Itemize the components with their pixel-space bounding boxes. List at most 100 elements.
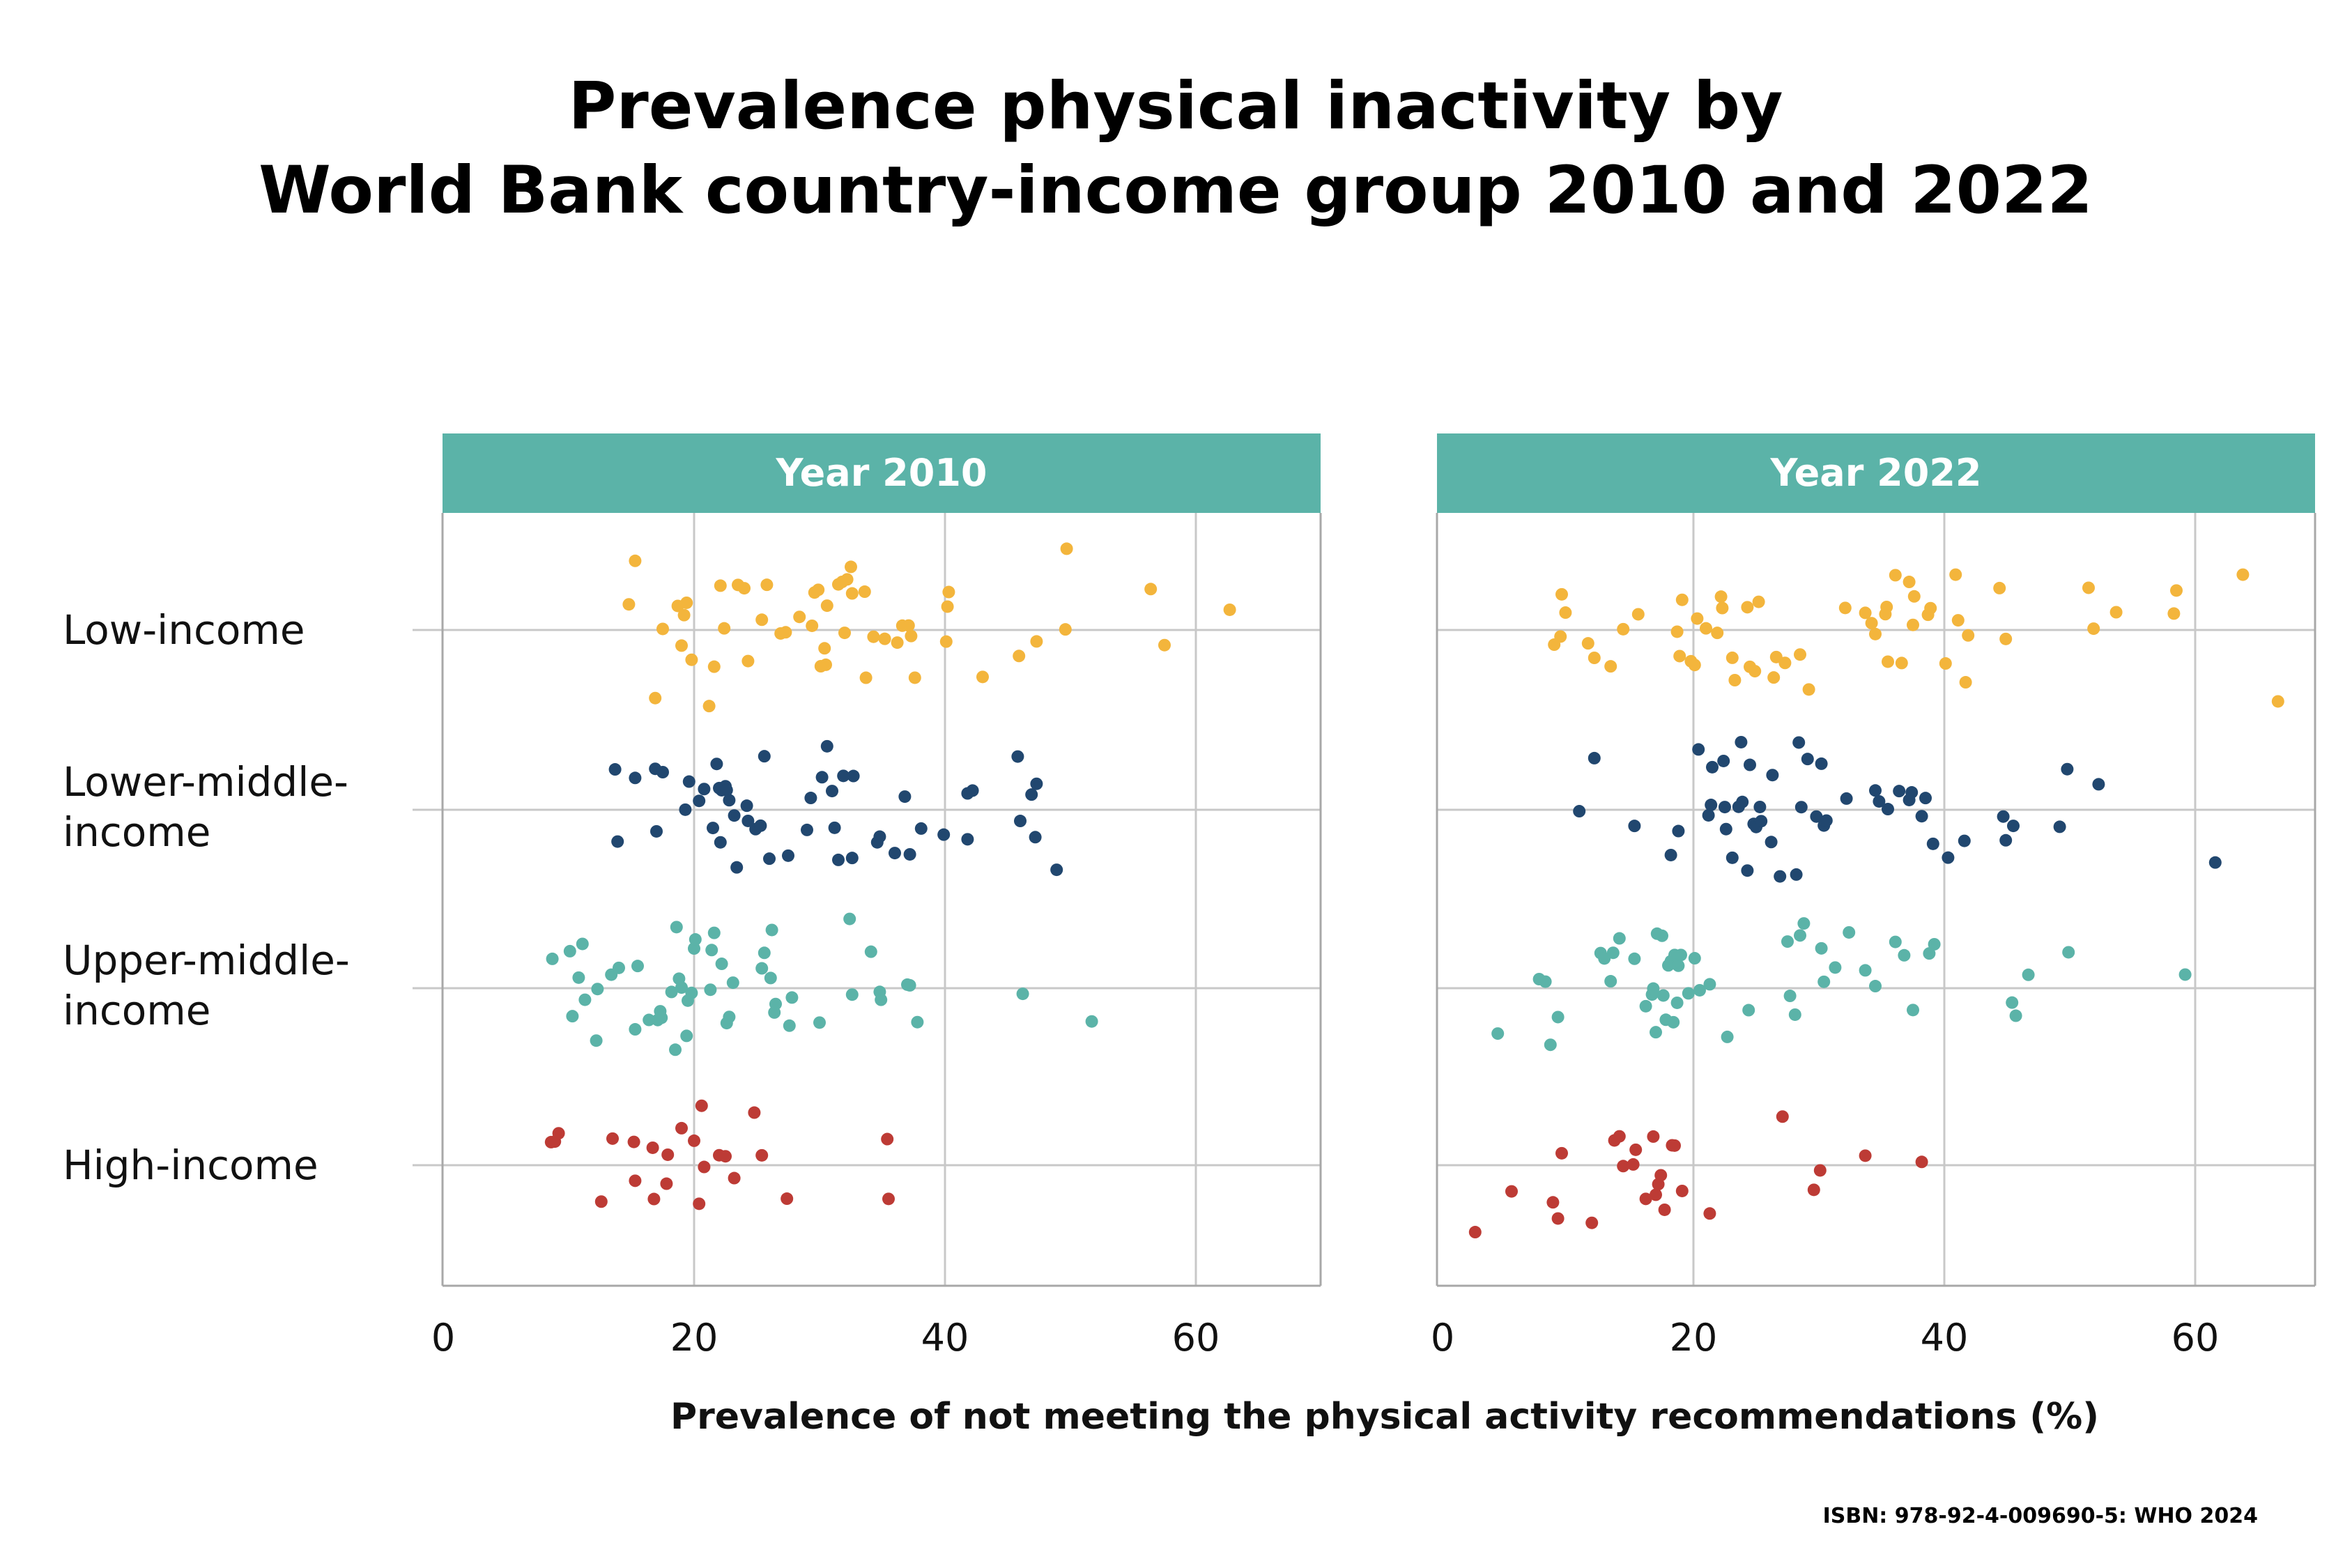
data-point <box>804 792 817 805</box>
data-point <box>1903 576 1916 589</box>
data-point <box>1588 652 1601 665</box>
data-point <box>1604 660 1617 673</box>
data-point <box>2062 946 2075 959</box>
data-point <box>650 824 663 838</box>
data-point <box>1958 834 1971 847</box>
data-point <box>1628 820 1641 833</box>
data-point <box>2092 778 2105 791</box>
data-point <box>1673 650 1686 663</box>
data-point <box>590 1034 603 1047</box>
data-point <box>847 769 860 783</box>
data-point <box>2167 607 2181 620</box>
data-point <box>845 988 859 1001</box>
data-point <box>1919 792 1932 805</box>
data-point <box>1951 614 1965 627</box>
category-label: Lower-middle- <box>63 758 348 806</box>
data-point <box>1223 603 1236 616</box>
data-point <box>1840 792 1853 805</box>
data-point <box>1014 815 1027 828</box>
data-point <box>1767 671 1781 684</box>
data-point <box>1011 750 1024 763</box>
data-point <box>1688 952 1701 965</box>
data-point <box>689 933 702 946</box>
data-point <box>1907 618 1919 631</box>
data-point <box>1997 810 2010 823</box>
data-point <box>754 819 767 832</box>
data-point <box>859 671 873 684</box>
data-point <box>1859 964 1872 977</box>
data-point <box>845 560 857 574</box>
data-point <box>710 758 723 771</box>
data-point <box>1650 1188 1662 1201</box>
data-point <box>1675 1184 1689 1197</box>
data-point <box>1664 848 1677 861</box>
x-tick-label: 60 <box>1172 1316 1220 1360</box>
data-point <box>1889 935 1902 948</box>
data-point <box>707 926 721 939</box>
data-point <box>718 622 731 635</box>
data-point <box>728 809 741 822</box>
data-point <box>1838 601 1852 615</box>
data-point <box>1581 637 1594 650</box>
data-point <box>1882 803 1894 816</box>
data-point <box>705 944 718 957</box>
data-point <box>1085 1015 1098 1028</box>
data-point <box>629 554 642 567</box>
data-point <box>1801 753 1814 766</box>
category-label: High-income <box>63 1142 318 1189</box>
data-point <box>1741 601 1754 614</box>
data-point <box>643 1013 656 1027</box>
data-point <box>898 790 912 804</box>
data-point <box>2271 695 2284 708</box>
data-point <box>1725 651 1739 664</box>
data-point <box>665 985 678 999</box>
data-point <box>669 1043 682 1056</box>
data-point <box>1546 1196 1560 1209</box>
data-point <box>765 923 778 937</box>
data-point <box>1705 799 1718 812</box>
data-point <box>679 803 692 816</box>
data-point <box>1810 810 1823 823</box>
data-point <box>649 691 662 705</box>
data-point <box>740 799 753 813</box>
data-point <box>783 1019 796 1032</box>
data-point <box>704 983 717 997</box>
data-point <box>1815 941 1828 955</box>
data-point <box>1629 1143 1643 1156</box>
data-point <box>1658 1203 1671 1216</box>
source-note: ISBN: 978-92-4-009690-5: WHO 2024 <box>1823 1504 2258 1528</box>
data-point <box>1915 1155 1928 1169</box>
data-point <box>1797 917 1811 930</box>
data-point <box>578 993 592 1006</box>
panel-title: Year 2010 <box>776 451 987 495</box>
data-point <box>629 1174 642 1187</box>
data-point <box>693 794 706 808</box>
data-point <box>1505 1185 1518 1198</box>
data-point <box>1647 982 1660 995</box>
data-point <box>2208 856 2222 869</box>
data-point <box>1859 1149 1872 1162</box>
data-point <box>1650 1026 1662 1039</box>
data-point <box>1672 824 1685 838</box>
data-point <box>820 739 833 753</box>
data-point <box>942 585 955 599</box>
data-point <box>1735 735 1748 748</box>
data-point <box>1776 1110 1789 1123</box>
data-point <box>1627 1158 1640 1171</box>
category-label: income <box>63 808 210 856</box>
data-point <box>1703 1207 1716 1220</box>
data-point <box>1915 810 1928 823</box>
data-point <box>1907 1004 1919 1017</box>
data-point <box>873 830 886 843</box>
data-point <box>845 587 859 600</box>
data-point <box>1667 1015 1680 1029</box>
data-point <box>2022 968 2035 981</box>
data-point <box>891 636 904 650</box>
panel-title: Year 2022 <box>1770 451 1982 495</box>
data-point <box>631 960 644 973</box>
data-point <box>961 833 974 846</box>
data-point <box>714 836 727 849</box>
data-point <box>695 1099 708 1112</box>
data-point <box>698 783 711 796</box>
data-point <box>723 1010 736 1024</box>
